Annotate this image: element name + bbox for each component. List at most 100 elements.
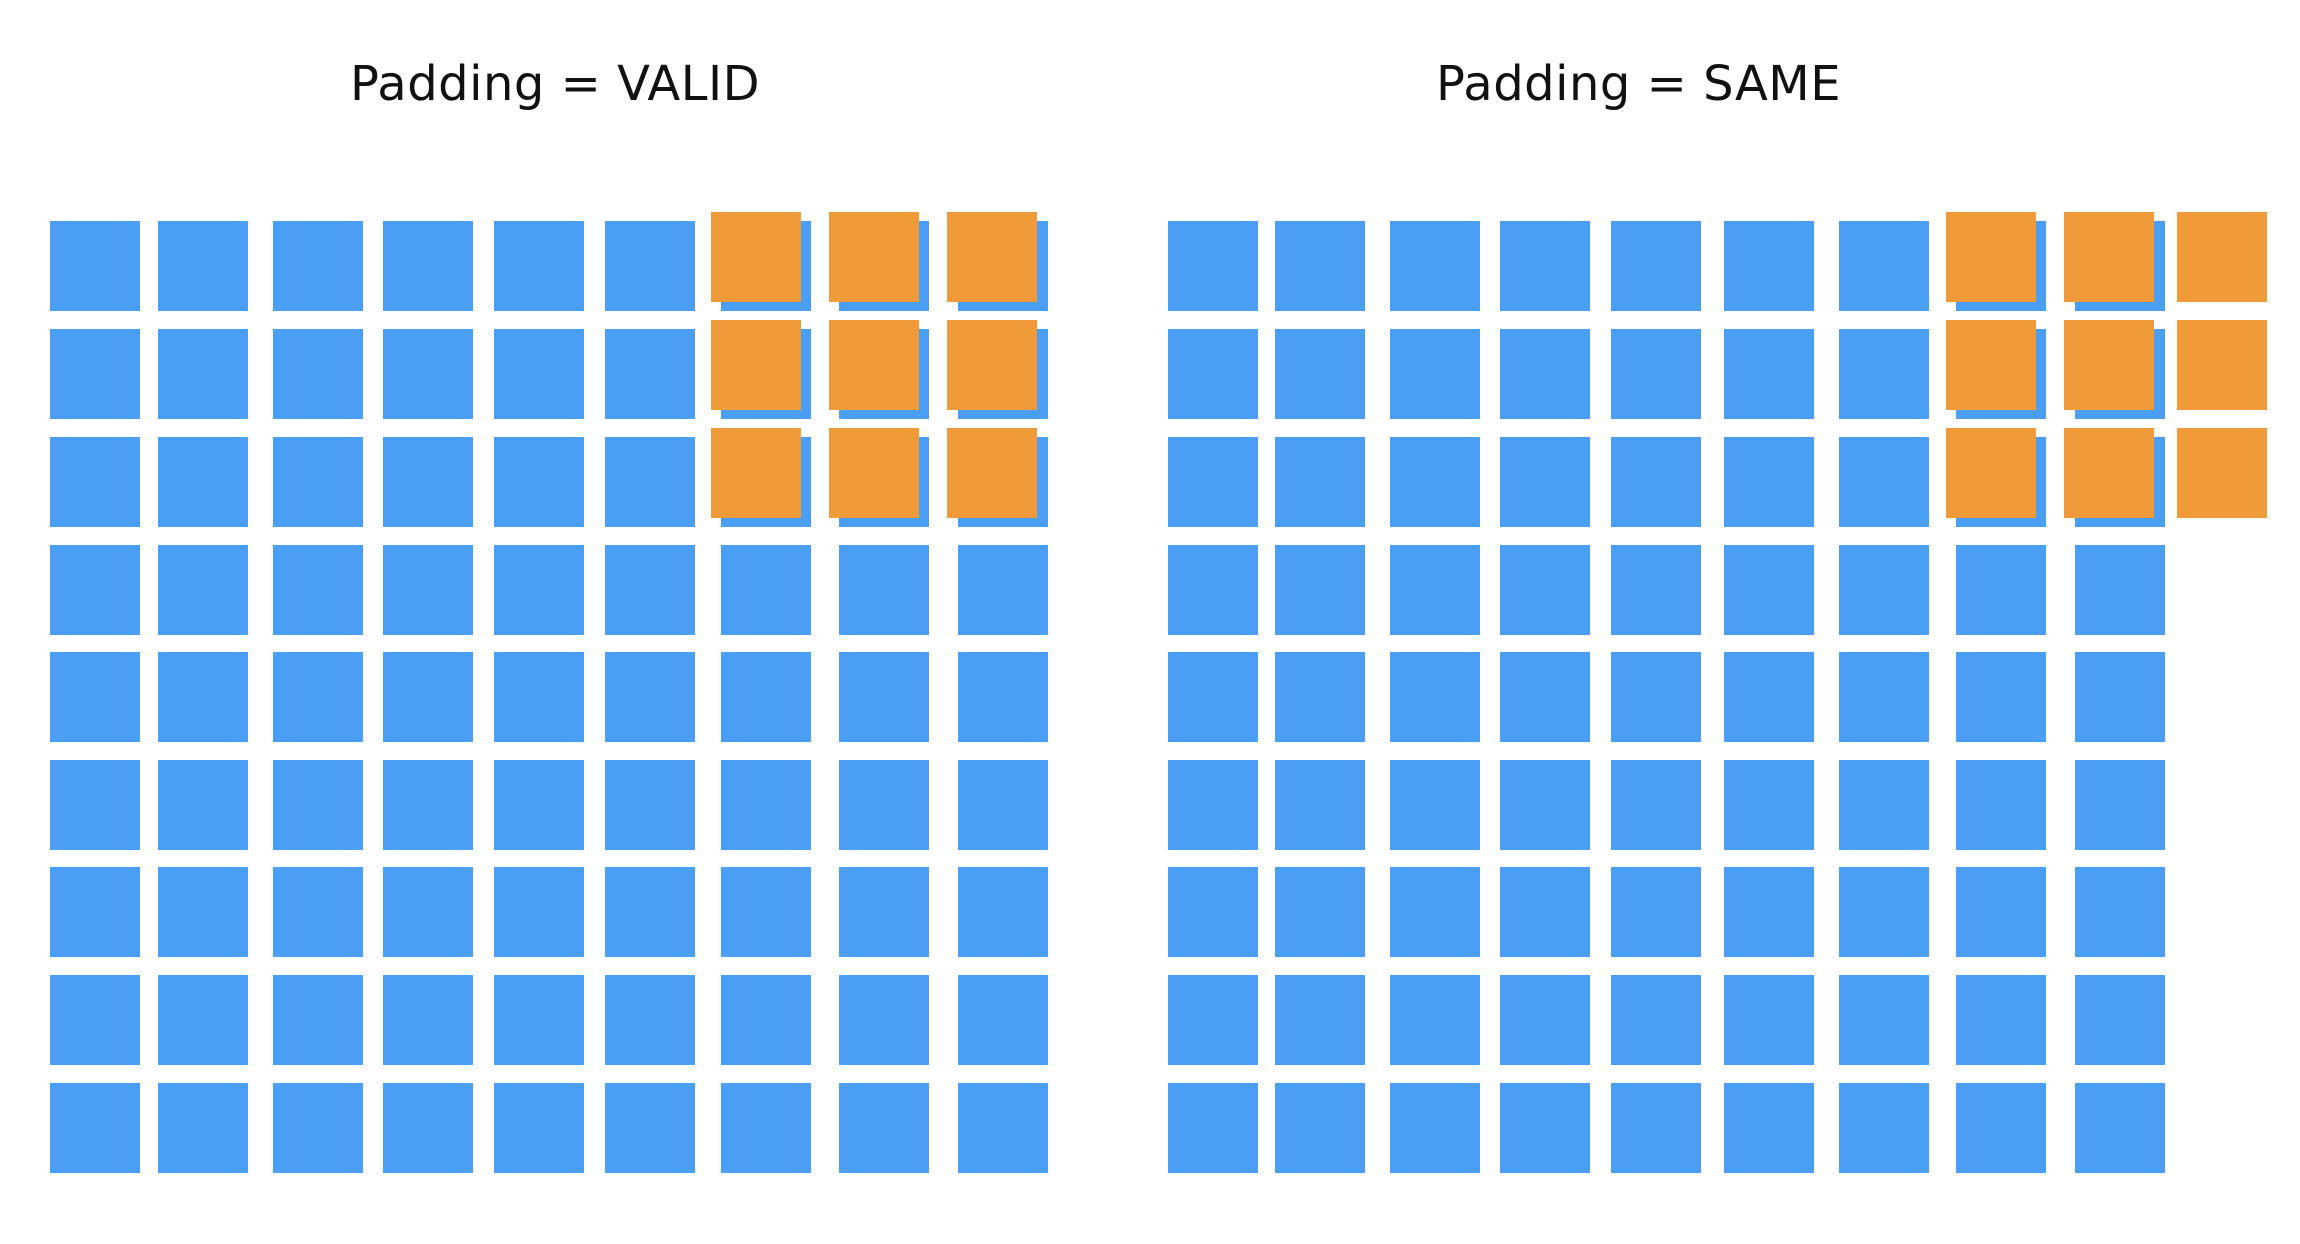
input-cell	[158, 652, 248, 742]
input-cell	[2075, 1083, 2165, 1173]
input-cell	[958, 867, 1048, 957]
input-cell	[721, 1083, 811, 1173]
input-cell	[1275, 867, 1365, 957]
input-cell	[50, 867, 140, 957]
input-cell	[1724, 652, 1814, 742]
input-cell	[1500, 221, 1590, 311]
input-cell	[1839, 1083, 1929, 1173]
kernel-cell	[2177, 320, 2267, 410]
input-cell	[605, 437, 695, 527]
input-cell	[494, 1083, 584, 1173]
input-cell	[1724, 437, 1814, 527]
input-cell	[383, 975, 473, 1065]
input-cell	[383, 221, 473, 311]
input-cell	[605, 1083, 695, 1173]
input-cell	[1275, 545, 1365, 635]
input-cell	[273, 975, 363, 1065]
input-cell	[1390, 545, 1480, 635]
input-cell	[1611, 329, 1701, 419]
input-cell	[273, 652, 363, 742]
input-cell	[1611, 545, 1701, 635]
input-cell	[1500, 1083, 1590, 1173]
input-cell	[1500, 760, 1590, 850]
input-cell	[1956, 545, 2046, 635]
input-cell	[1390, 1083, 1480, 1173]
input-cell	[1724, 221, 1814, 311]
input-cell	[958, 652, 1048, 742]
kernel-cell	[2064, 428, 2154, 518]
input-cell	[721, 760, 811, 850]
panel-title-valid: Padding = VALID	[350, 56, 761, 112]
kernel-cell	[711, 428, 801, 518]
input-cell	[1390, 652, 1480, 742]
input-cell	[494, 975, 584, 1065]
input-cell	[158, 975, 248, 1065]
input-cell	[839, 760, 929, 850]
input-cell	[1275, 760, 1365, 850]
input-cell	[839, 975, 929, 1065]
input-cell	[721, 867, 811, 957]
input-cell	[383, 437, 473, 527]
input-cell	[605, 975, 695, 1065]
panel-title-same: Padding = SAME	[1436, 56, 1842, 112]
input-cell	[1611, 221, 1701, 311]
input-cell	[1500, 652, 1590, 742]
input-cell	[1500, 437, 1590, 527]
input-cell	[1839, 867, 1929, 957]
input-cell	[1390, 329, 1480, 419]
input-cell	[1956, 975, 2046, 1065]
input-cell	[1956, 652, 2046, 742]
input-cell	[50, 329, 140, 419]
input-cell	[1611, 652, 1701, 742]
input-cell	[839, 1083, 929, 1173]
input-cell	[273, 329, 363, 419]
input-cell	[721, 975, 811, 1065]
input-cell	[1724, 545, 1814, 635]
input-cell	[1724, 975, 1814, 1065]
input-cell	[50, 760, 140, 850]
input-cell	[839, 545, 929, 635]
input-cell	[50, 437, 140, 527]
input-cell	[383, 652, 473, 742]
kernel-cell	[2177, 212, 2267, 302]
input-cell	[958, 545, 1048, 635]
input-cell	[1839, 221, 1929, 311]
kernel-cell	[1946, 212, 2036, 302]
input-cell	[494, 545, 584, 635]
input-cell	[158, 760, 248, 850]
input-cell	[273, 760, 363, 850]
input-cell	[1275, 1083, 1365, 1173]
input-cell	[721, 652, 811, 742]
input-cell	[1390, 760, 1480, 850]
input-cell	[2075, 545, 2165, 635]
kernel-cell	[711, 212, 801, 302]
input-cell	[1611, 760, 1701, 850]
input-cell	[2075, 652, 2165, 742]
input-cell	[958, 975, 1048, 1065]
input-cell	[1168, 652, 1258, 742]
input-cell	[605, 867, 695, 957]
input-cell	[1168, 545, 1258, 635]
input-cell	[2075, 867, 2165, 957]
input-cell	[383, 1083, 473, 1173]
kernel-cell	[2064, 212, 2154, 302]
input-cell	[273, 545, 363, 635]
input-cell	[494, 867, 584, 957]
input-cell	[2075, 975, 2165, 1065]
input-cell	[1500, 975, 1590, 1065]
input-cell	[1168, 437, 1258, 527]
input-cell	[1500, 867, 1590, 957]
input-cell	[1839, 652, 1929, 742]
kernel-cell	[947, 320, 1037, 410]
input-cell	[1275, 437, 1365, 527]
input-cell	[158, 221, 248, 311]
input-cell	[958, 1083, 1048, 1173]
input-cell	[494, 760, 584, 850]
input-cell	[158, 437, 248, 527]
input-cell	[1390, 867, 1480, 957]
input-cell	[1839, 760, 1929, 850]
input-cell	[383, 545, 473, 635]
input-cell	[1168, 760, 1258, 850]
kernel-cell	[947, 212, 1037, 302]
